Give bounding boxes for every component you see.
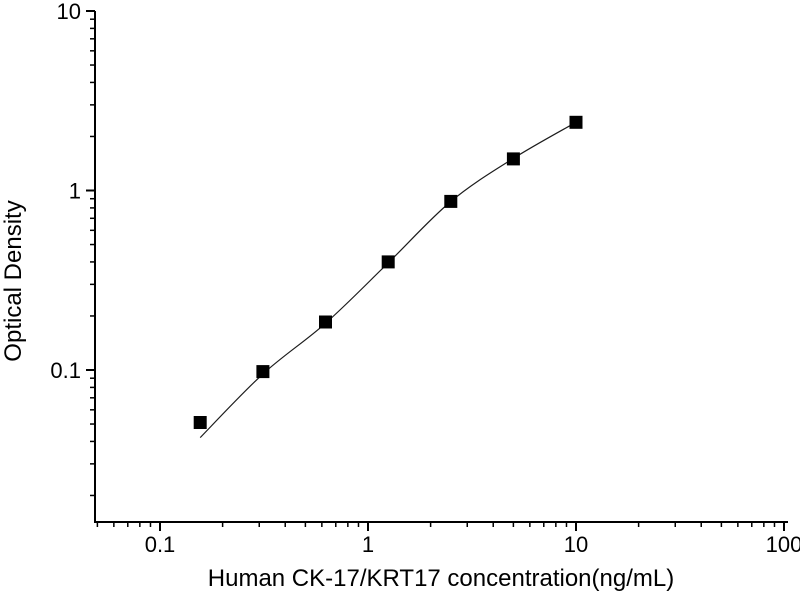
axis-ticks xyxy=(86,10,785,531)
y-axis-title: Optical Density xyxy=(0,200,27,361)
data-point-marker xyxy=(256,365,270,379)
data-point-marker xyxy=(381,255,395,269)
data-point-marker xyxy=(506,152,520,166)
data-point-marker xyxy=(193,416,207,429)
y-tick-label: 10 xyxy=(57,0,81,24)
axes xyxy=(94,11,788,523)
axis-tick-labels: 0.1 1 10 100 0.1 1 10 xyxy=(50,0,800,557)
y-tick-label: 1 xyxy=(69,179,81,204)
data-series xyxy=(193,115,583,439)
data-point-marker xyxy=(444,194,458,208)
x-tick-label: 0.1 xyxy=(145,532,176,557)
x-tick-label: 1 xyxy=(362,532,374,557)
x-tick-label: 100 xyxy=(766,532,800,557)
x-tick-label: 10 xyxy=(564,532,588,557)
y-tick-label: 0.1 xyxy=(50,358,81,383)
x-axis-title: Human CK-17/KRT17 concentration(ng/mL) xyxy=(208,565,674,592)
fit-curve xyxy=(199,121,577,439)
data-point-marker xyxy=(569,115,583,129)
data-point-marker xyxy=(319,315,332,329)
